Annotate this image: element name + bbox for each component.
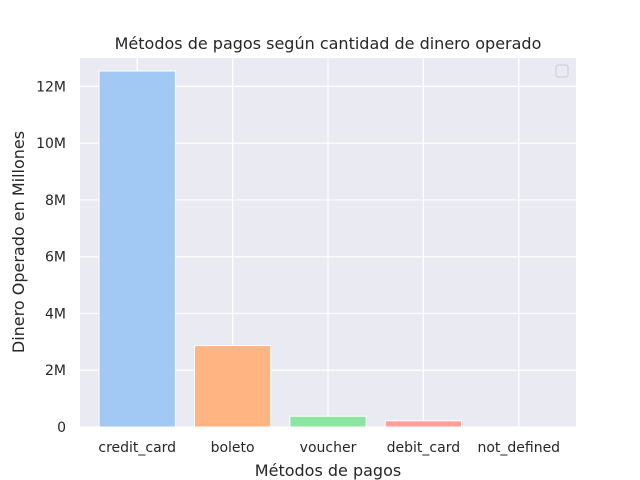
x-axis-label: Métodos de pagos — [255, 461, 401, 480]
y-tick-label: 4M — [45, 306, 66, 322]
y-tick-label: 10M — [36, 136, 66, 152]
x-tick-label: debit_card — [387, 440, 460, 456]
chart-title: Métodos de pagos según cantidad de diner… — [115, 34, 542, 53]
x-tick-label: boleto — [211, 440, 255, 456]
x-tick-label: voucher — [300, 440, 357, 456]
bar-voucher — [290, 416, 366, 427]
y-tick-label: 8M — [45, 193, 66, 209]
y-axis-label: Dinero Operado en Millones — [9, 131, 28, 353]
y-tick-label: 2M — [45, 363, 66, 379]
y-tick-label: 12M — [36, 79, 66, 95]
y-tick-label: 0 — [57, 420, 66, 436]
x-tick-label: not_defined — [477, 440, 560, 456]
y-tick-label: 6M — [45, 250, 66, 266]
x-tick-label: credit_card — [98, 440, 176, 456]
bar-credit-card — [99, 71, 175, 427]
bar-debit-card — [385, 421, 461, 427]
bar-boleto — [194, 346, 270, 427]
legend-box — [556, 65, 568, 77]
